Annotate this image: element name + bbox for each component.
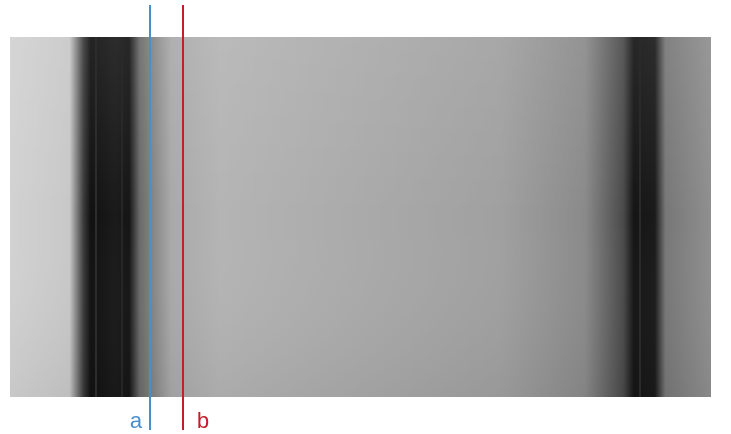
label-a: a <box>130 408 143 433</box>
label-b: b <box>197 408 209 433</box>
figure: a b <box>0 0 731 434</box>
image-shading <box>10 37 711 397</box>
photo <box>10 37 711 397</box>
